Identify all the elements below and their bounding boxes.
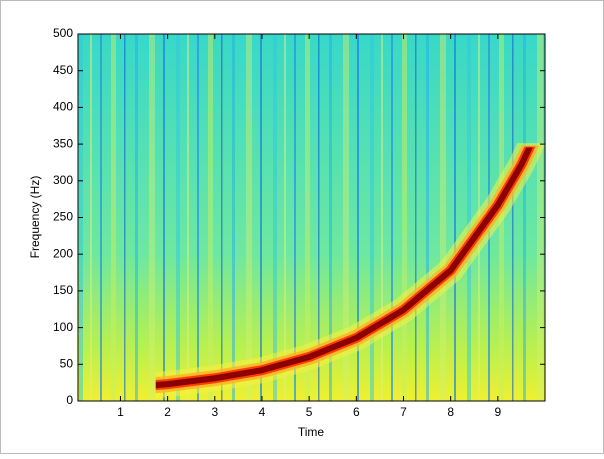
y-tick-label: 400 <box>53 100 73 114</box>
y-axis-label: Frequency (Hz) <box>28 176 42 259</box>
y-tick-label: 250 <box>53 210 73 224</box>
y-tick-label: 450 <box>53 63 73 77</box>
y-tick-label: 50 <box>60 356 74 370</box>
x-tick-label: 4 <box>259 405 266 419</box>
y-tick-label: 300 <box>53 173 73 187</box>
x-tick-label: 7 <box>400 405 407 419</box>
x-tick-label: 1 <box>117 405 124 419</box>
plot-area <box>78 34 545 401</box>
y-tick-label: 350 <box>53 136 73 150</box>
x-tick-label: 5 <box>306 405 313 419</box>
y-tick-label: 150 <box>53 283 73 297</box>
y-tick-label: 100 <box>53 320 73 334</box>
y-tick-label: 200 <box>53 246 73 260</box>
x-axis-label: Time <box>298 425 325 439</box>
x-tick-label: 8 <box>447 405 454 419</box>
x-tick-label: 3 <box>211 405 218 419</box>
x-tick-label: 6 <box>353 405 360 419</box>
y-tick-label: 500 <box>53 26 73 40</box>
spectrum-texture <box>78 34 545 401</box>
ridge-line <box>78 115 545 390</box>
y-tick-label: 0 <box>66 393 73 407</box>
x-tick-label: 2 <box>164 405 171 419</box>
x-tick-label: 9 <box>494 405 501 419</box>
